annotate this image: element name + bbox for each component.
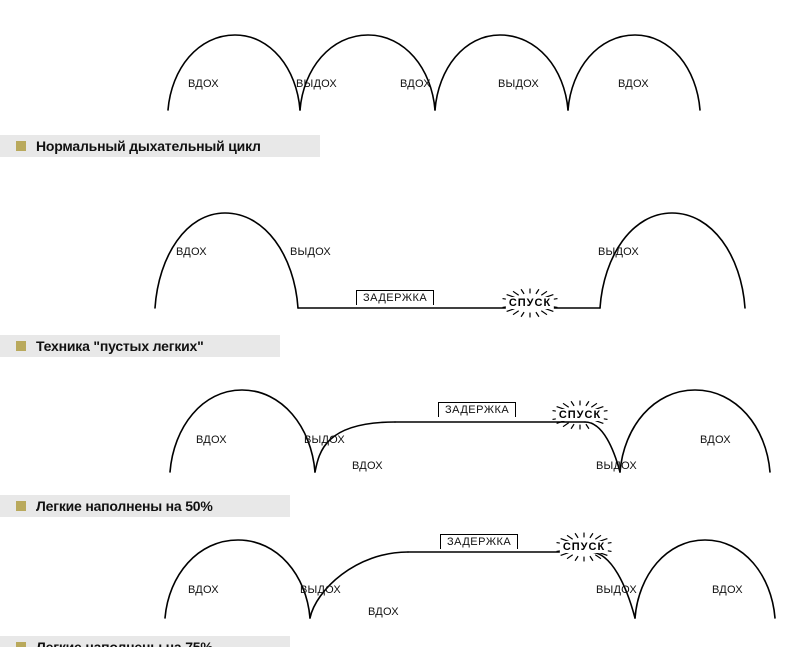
- label-exhale: ВЫДОХ: [304, 434, 345, 446]
- label-inhale: ВДОХ: [368, 606, 399, 618]
- caption-text: Легкие наполнены на 50%: [36, 498, 213, 514]
- label-exhale: ВЫДОХ: [598, 246, 639, 258]
- caption-empty-lungs: Техника "пустых легких": [0, 335, 280, 357]
- trigger-burst: СПУСК: [548, 400, 612, 430]
- trigger-burst: СПУСК: [498, 288, 562, 318]
- hold-label: ЗАДЕРЖКА: [356, 290, 434, 305]
- caption-fifty: Легкие наполнены на 50%: [0, 495, 290, 517]
- breathing-diagram: ВДОХ ВЫДОХ ВДОХ ВЫДОХ ВДОХ Нормальный дыхател…: [0, 0, 800, 647]
- label-exhale: ВЫДОХ: [296, 78, 337, 90]
- trigger-label: СПУСК: [506, 297, 554, 309]
- label-inhale: ВДОХ: [176, 246, 207, 258]
- bullet-icon: [16, 501, 26, 511]
- caption-text: Легкие наполнены на 75%: [36, 639, 213, 647]
- label-exhale: ВЫДОХ: [596, 584, 637, 596]
- label-exhale: ВЫДОХ: [498, 78, 539, 90]
- caption-normal: Нормальный дыхательный цикл: [0, 135, 320, 157]
- caption-text: Нормальный дыхательный цикл: [36, 138, 261, 154]
- label-inhale: ВДОХ: [352, 460, 383, 472]
- bullet-icon: [16, 642, 26, 647]
- caption-seventyfive: Легкие наполнены на 75%: [0, 636, 290, 647]
- label-inhale: ВДОХ: [188, 584, 219, 596]
- wave-fifty: [0, 362, 800, 487]
- hold-label: ЗАДЕРЖКА: [440, 534, 518, 549]
- caption-text: Техника "пустых легких": [36, 338, 204, 354]
- label-inhale: ВДОХ: [700, 434, 731, 446]
- label-inhale: ВДОХ: [712, 584, 743, 596]
- trigger-burst: СПУСК: [552, 532, 616, 562]
- label-exhale: ВЫДОХ: [290, 246, 331, 258]
- trigger-label: СПУСК: [560, 541, 608, 553]
- label-exhale: ВЫДОХ: [596, 460, 637, 472]
- trigger-label: СПУСК: [556, 409, 604, 421]
- bullet-icon: [16, 141, 26, 151]
- label-inhale: ВДОХ: [618, 78, 649, 90]
- bullet-icon: [16, 341, 26, 351]
- wave-seventyfive: [0, 518, 800, 628]
- label-inhale: ВДОХ: [196, 434, 227, 446]
- label-exhale: ВЫДОХ: [300, 584, 341, 596]
- label-inhale: ВДОХ: [188, 78, 219, 90]
- label-inhale: ВДОХ: [400, 78, 431, 90]
- wave-normal: [0, 10, 800, 125]
- hold-label: ЗАДЕРЖКА: [438, 402, 516, 417]
